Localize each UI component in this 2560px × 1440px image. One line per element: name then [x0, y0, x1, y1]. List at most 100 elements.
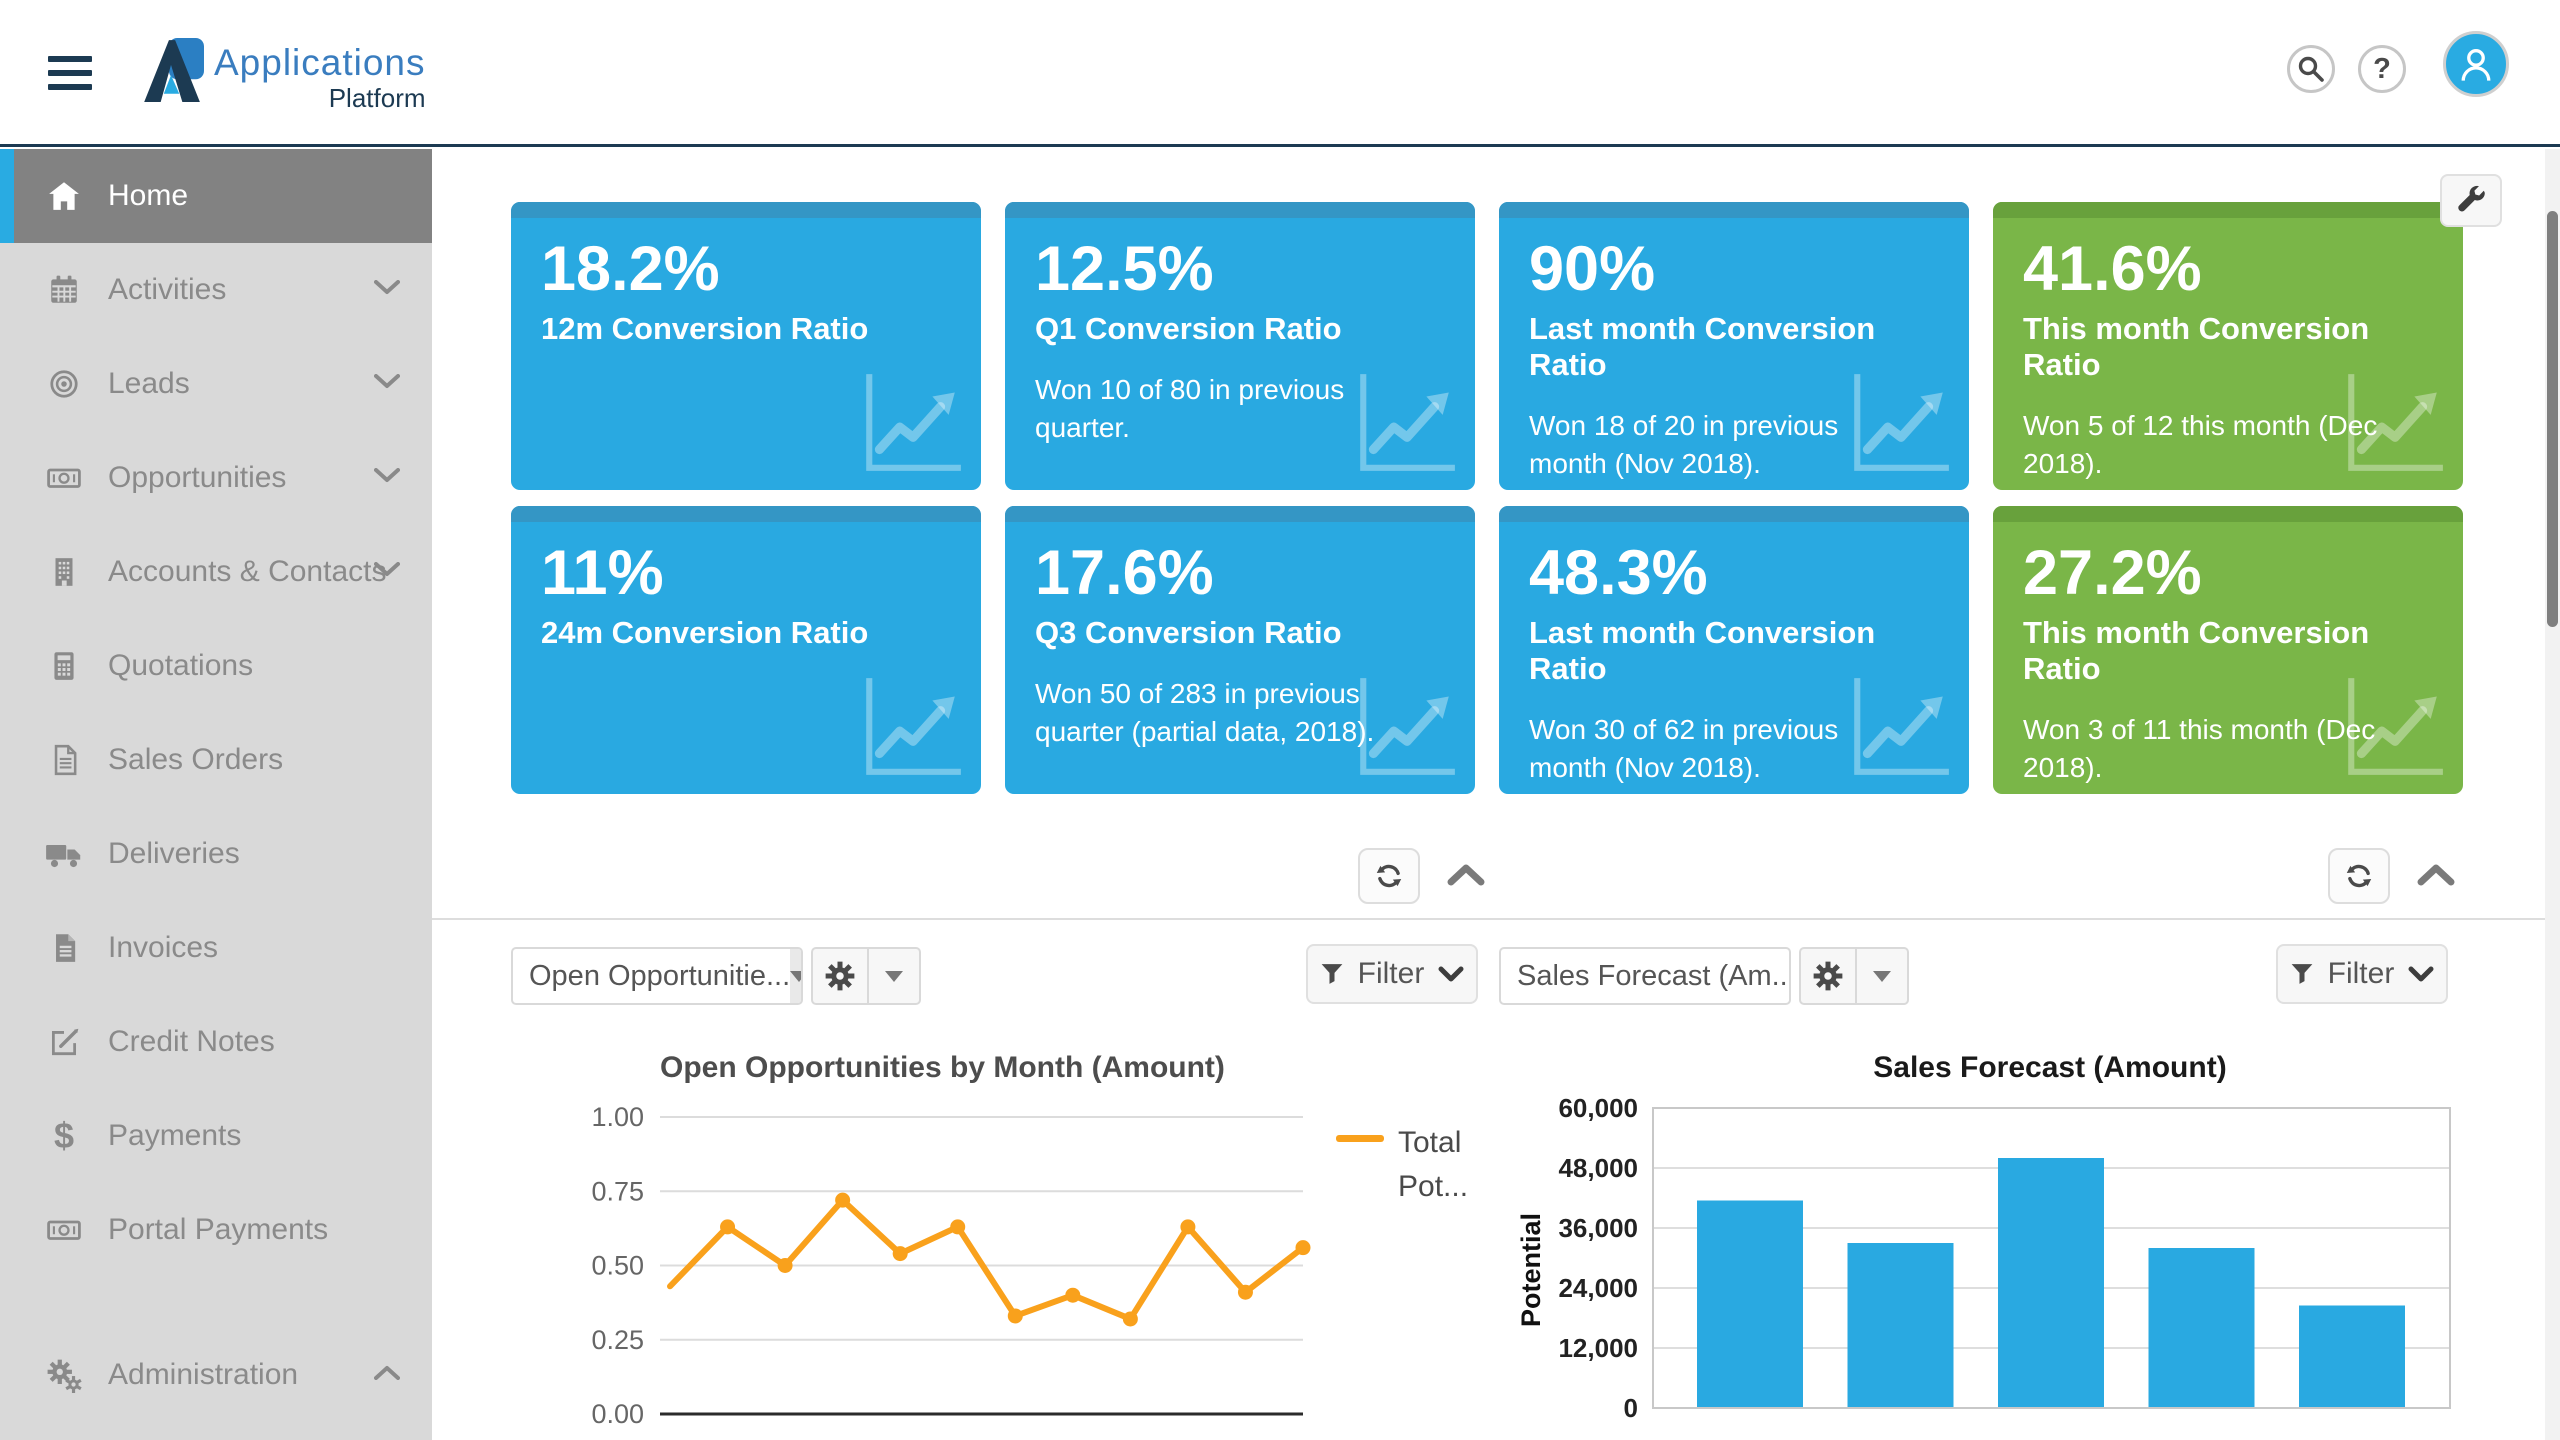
- right-widget-selector[interactable]: Sales Forecast (Am...: [1499, 947, 1791, 1005]
- kpi-value: 18.2%: [541, 234, 720, 304]
- sidebar-item-payments[interactable]: $ Payments: [0, 1089, 432, 1183]
- document-outline-icon: [44, 743, 84, 777]
- sidebar-item-label: Deliveries: [108, 837, 240, 870]
- left-widget-selector[interactable]: Open Opportunitie...: [511, 947, 803, 1005]
- search-button[interactable]: [2287, 45, 2335, 93]
- gear-icon: [825, 961, 855, 991]
- tile-accent-strip: [511, 202, 981, 218]
- kpi-subtitle: Won 50 of 283 in previous quarter (parti…: [1035, 677, 1375, 747]
- kpi-subtitle: Won 10 of 80 in previous quarter.: [1035, 373, 1345, 443]
- right-widget-settings-button[interactable]: [1801, 949, 1858, 1003]
- customize-dashboard-button[interactable]: [2440, 174, 2502, 227]
- open-opportunities-line-chart: 1.00 0.75 0.50 0.25 0.00: [591, 1102, 1311, 1429]
- right-filter-button[interactable]: Filter: [2276, 944, 2448, 1004]
- svg-text:0.50: 0.50: [591, 1251, 644, 1281]
- kpi-tile[interactable]: 12.5% Q1 Conversion Ratio Won 10 of 80 i…: [1005, 202, 1475, 490]
- sidebar-item-deliveries[interactable]: Deliveries: [0, 807, 432, 901]
- gears-icon: [44, 1357, 84, 1393]
- svg-text:0.00: 0.00: [591, 1399, 644, 1429]
- collapse-left-panel-button[interactable]: [1444, 860, 1488, 890]
- kpi-tile[interactable]: 17.6% Q3 Conversion Ratio Won 50 of 283 …: [1005, 506, 1475, 794]
- tile-accent-strip: [1499, 506, 1969, 522]
- kpi-tile[interactable]: 27.2% This month Conversion Ratio Won 3 …: [1993, 506, 2463, 794]
- sales-forecast-bar-chart: 60,000 48,000 36,000 24,000 12,000 0 Potential: [1516, 1095, 2451, 1423]
- sidebar-item-label: Portal Payments: [108, 1213, 329, 1246]
- kpi-subtitle: Won 18 of 20 in previous month (Nov 2018…: [1529, 409, 1839, 479]
- kpi-subtitle: Won 30 of 62 in previous month (Nov 2018…: [1529, 713, 1839, 783]
- sidebar-item-label: Activities: [108, 273, 227, 306]
- kpi-tile[interactable]: 90% Last month Conversion Ratio Won 18 o…: [1499, 202, 1969, 490]
- sidebar-item-quotations[interactable]: Quotations: [0, 619, 432, 713]
- app-header: Applications Platform ?: [0, 0, 2560, 147]
- svg-text:0: 0: [1624, 1393, 1638, 1423]
- sidebar-item-label: Quotations: [108, 649, 254, 682]
- kpi-title: Q1 Conversion Ratio: [1035, 310, 1342, 346]
- logo-text-line1: Applications: [214, 42, 426, 83]
- truck-icon: [44, 838, 84, 870]
- collapse-right-panel-button[interactable]: [2414, 860, 2458, 890]
- chevron-down-icon: [374, 280, 400, 300]
- refresh-icon: [1376, 864, 1402, 888]
- line-chart-icon: [2348, 374, 2443, 471]
- sidebar-item-credit-notes[interactable]: Credit Notes: [0, 995, 432, 1089]
- svg-text:0.25: 0.25: [591, 1325, 644, 1355]
- section-divider: [432, 918, 2545, 920]
- chevron-down-icon: [2408, 966, 2434, 982]
- user-avatar[interactable]: [2443, 31, 2509, 97]
- sidebar-item-invoices[interactable]: Invoices: [0, 901, 432, 995]
- banknote-icon: [44, 1213, 84, 1247]
- sidebar-item-portal-payments[interactable]: Portal Payments: [0, 1183, 432, 1277]
- scrollbar-thumb[interactable]: [2547, 211, 2558, 627]
- logo-text-line2: Platform: [328, 83, 426, 113]
- sidebar-item-accounts-contacts[interactable]: Accounts & Contacts: [0, 525, 432, 619]
- svg-text:0.75: 0.75: [591, 1176, 644, 1206]
- sidebar-item-sales-orders[interactable]: Sales Orders: [0, 713, 432, 807]
- line-chart-icon: [1854, 374, 1949, 471]
- banknote-icon: [44, 461, 84, 495]
- help-button[interactable]: ?: [2358, 45, 2406, 93]
- chevron-up-icon: [2417, 864, 2455, 886]
- tile-accent-strip: [511, 506, 981, 522]
- svg-text:12,000: 12,000: [1558, 1333, 1638, 1363]
- left-widget-settings-dropdown[interactable]: [869, 949, 919, 1003]
- svg-text:Potential: Potential: [1516, 1213, 1546, 1327]
- sidebar-item-home[interactable]: Home: [0, 149, 432, 243]
- sidebar-item-leads[interactable]: Leads: [0, 337, 432, 431]
- kpi-value: 27.2%: [2023, 538, 2202, 608]
- right-widget-settings-dropdown[interactable]: [1857, 949, 1907, 1003]
- tile-accent-strip: [1993, 202, 2463, 218]
- kpi-value: 41.6%: [2023, 234, 2202, 304]
- vertical-scrollbar[interactable]: [2545, 149, 2560, 1440]
- svg-text:24,000: 24,000: [1558, 1273, 1638, 1303]
- chevron-up-icon: [1447, 864, 1485, 886]
- right-chart-title: Sales Forecast (Amount): [1873, 1051, 2227, 1084]
- kpi-tile[interactable]: 41.6% This month Conversion Ratio Won 5 …: [1993, 202, 2463, 490]
- kpi-value: 12.5%: [1035, 234, 1214, 304]
- menu-icon[interactable]: [48, 56, 92, 92]
- refresh-icon: [2346, 864, 2372, 888]
- sidebar-item-opportunities[interactable]: Opportunities: [0, 431, 432, 525]
- kpi-tile[interactable]: 11% 24m Conversion Ratio: [511, 506, 981, 794]
- kpi-title: This month Conversion Ratio: [2023, 614, 2370, 686]
- kpi-tile[interactable]: 48.3% Last month Conversion Ratio Won 30…: [1499, 506, 1969, 794]
- line-chart-icon: [2348, 678, 2443, 775]
- filter-button-label: Filter: [1357, 957, 1425, 990]
- kpi-value: 90%: [1529, 234, 1656, 304]
- refresh-right-panel-button[interactable]: [2328, 848, 2390, 904]
- left-widget-settings-button[interactable]: [813, 949, 870, 1003]
- calendar-icon: [44, 273, 84, 307]
- refresh-left-panel-button[interactable]: [1358, 848, 1420, 904]
- kpi-title: Last month Conversion Ratio: [1529, 310, 1876, 382]
- svg-text:48,000: 48,000: [1558, 1153, 1638, 1183]
- sidebar-item-activities[interactable]: Activities: [0, 243, 432, 337]
- sidebar-item-label: Administration: [108, 1358, 299, 1391]
- sidebar-item-label: Credit Notes: [108, 1025, 275, 1058]
- building-icon: [44, 555, 84, 589]
- line-chart-icon: [1360, 374, 1455, 471]
- left-filter-button[interactable]: Filter: [1306, 944, 1478, 1004]
- kpi-tile[interactable]: 18.2% 12m Conversion Ratio: [511, 202, 981, 490]
- sidebar-item-administration[interactable]: Administration: [0, 1328, 432, 1422]
- person-icon: [2461, 49, 2491, 81]
- sidebar-item-label: Sales Orders: [108, 743, 284, 776]
